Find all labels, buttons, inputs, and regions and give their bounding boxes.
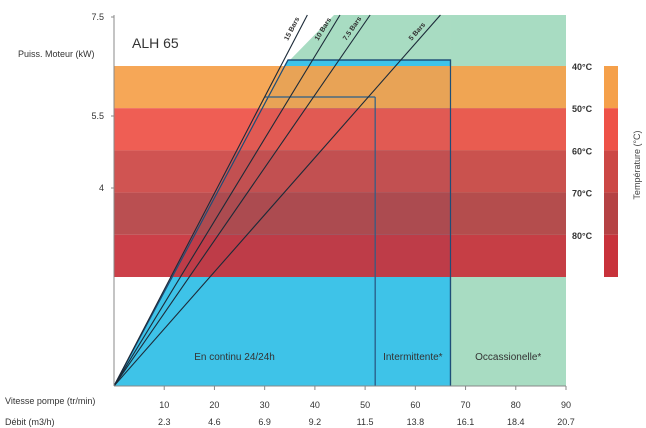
temperature-bands-layer bbox=[114, 66, 618, 277]
x-tick-label-flow: 18.4 bbox=[507, 417, 525, 427]
pressure-line bbox=[113, 14, 441, 387]
zone-label: Intermittente* bbox=[383, 352, 443, 363]
x-tick-label-speed: 30 bbox=[260, 400, 270, 410]
x-tick-label-speed: 10 bbox=[159, 400, 169, 410]
zone-label: En continu 24/24h bbox=[194, 352, 275, 363]
x-tick-label-flow: 16.1 bbox=[457, 417, 475, 427]
x-tick-label-speed: 90 bbox=[561, 400, 571, 410]
x-tick-label-flow: 11.5 bbox=[357, 417, 374, 427]
temperature-band bbox=[114, 150, 566, 193]
temperature-label: 80°C bbox=[572, 231, 593, 241]
y-axis-label: Puiss. Moteur (kW) bbox=[18, 49, 95, 59]
zone-label: Occassionelle* bbox=[475, 352, 541, 363]
x-tick-label-flow: 9.2 bbox=[309, 417, 322, 427]
x-tick-label-speed: 60 bbox=[410, 400, 420, 410]
temperature-axis-label: Température (°C) bbox=[632, 130, 642, 199]
x-tick-label-speed: 40 bbox=[310, 400, 320, 410]
temperature-legend-swatch bbox=[604, 150, 618, 193]
temperature-legend-swatch bbox=[604, 234, 618, 277]
temperature-label: 70°C bbox=[572, 189, 593, 199]
envelope-outline-top bbox=[113, 59, 452, 387]
x-tick-label-flow: 20.7 bbox=[557, 417, 575, 427]
chart-title: ALH 65 bbox=[132, 35, 179, 51]
temperature-band bbox=[114, 66, 566, 109]
x-tick-label-flow: 2.3 bbox=[158, 417, 171, 427]
temperature-label: 50°C bbox=[572, 104, 593, 114]
x-tick-label-speed: 50 bbox=[360, 400, 370, 410]
pressure-line bbox=[113, 14, 371, 387]
temperature-legend-swatch bbox=[604, 66, 618, 109]
y-tick-label: 7.5 bbox=[91, 12, 104, 22]
y-tick-label: 4 bbox=[99, 183, 104, 193]
x-axis-label-flow: Débit (m3/h) bbox=[5, 417, 55, 427]
axes-layer bbox=[111, 15, 567, 390]
temperature-label: 40°C bbox=[572, 62, 593, 72]
pressure-line bbox=[113, 14, 341, 387]
y-tick-label: 5.5 bbox=[91, 111, 104, 121]
pressure-lines-layer bbox=[113, 14, 452, 387]
x-tick-label-flow: 6.9 bbox=[258, 417, 271, 427]
x-tick-label-speed: 20 bbox=[209, 400, 219, 410]
x-tick-label-speed: 80 bbox=[511, 400, 521, 410]
x-axis-label-speed: Vitesse pompe (tr/min) bbox=[5, 396, 95, 406]
temperature-legend-swatch bbox=[604, 192, 618, 235]
temperature-band bbox=[114, 192, 566, 235]
temperature-label: 60°C bbox=[572, 146, 593, 156]
pressure-line bbox=[113, 14, 308, 387]
pressure-line-label: 15 Bars bbox=[283, 16, 301, 42]
x-tick-label-flow: 13.8 bbox=[407, 417, 425, 427]
x-tick-label-speed: 70 bbox=[461, 400, 471, 410]
x-tick-label-flow: 4.6 bbox=[208, 417, 221, 427]
temperature-legend-swatch bbox=[604, 108, 618, 151]
